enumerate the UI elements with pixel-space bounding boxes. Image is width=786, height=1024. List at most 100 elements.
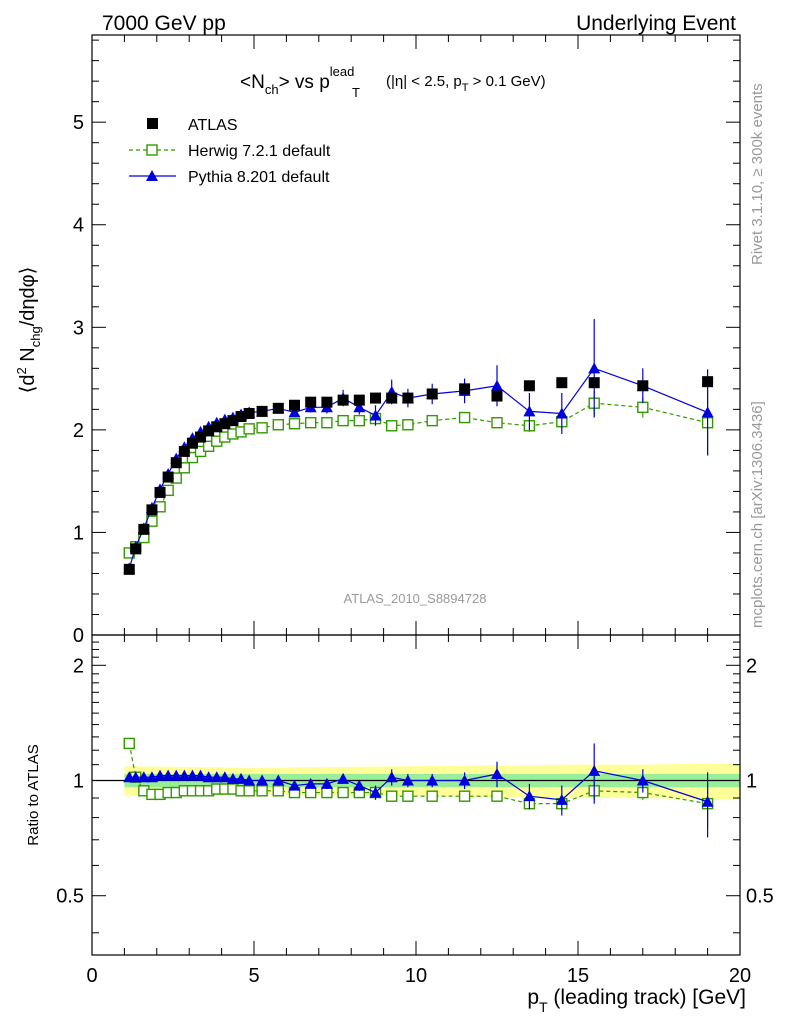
atlas-main-point: [386, 392, 398, 404]
herwig-main-point: [272, 419, 284, 431]
atlas-main-point: [337, 394, 349, 406]
pythia-ratio-point: [162, 769, 175, 781]
ratio-ytick-label-right: 0.5: [746, 886, 774, 908]
herwig-main-point: [186, 451, 199, 464]
pythia-main-point: [555, 407, 568, 419]
atlas-main-point: [637, 380, 649, 392]
herwig-main-point: [305, 416, 317, 429]
pythia-main-line: [128, 367, 708, 569]
legend-item-atlas: ATLAS: [147, 117, 238, 134]
pythia-ratio-point: [154, 769, 167, 781]
pythia-ratio-point: [272, 774, 285, 786]
atlas-main-point: [130, 543, 142, 555]
main-ytick-label: 4: [73, 215, 84, 237]
main-series: [123, 319, 714, 575]
legend-label-pythia: Pythia 8.201 default: [188, 169, 330, 186]
atlas-main-point: [702, 376, 714, 388]
pythia-ratio-point: [235, 772, 248, 784]
legend-item-pythia: Pythia 8.201 default: [129, 169, 330, 186]
main-ytick-label: 2: [73, 420, 84, 442]
atlas-main-point: [272, 402, 284, 414]
rivet-label: Rivet 3.1.10, ≥ 300k events: [749, 83, 766, 265]
header-right: Underlying Event: [576, 12, 736, 35]
x-tick-label: 15: [567, 965, 589, 987]
atlas-main-point: [402, 392, 414, 404]
atlas-main-point: [162, 471, 174, 483]
header-left: 7000 GeV pp: [102, 12, 226, 35]
atlas-main-point: [370, 392, 381, 404]
atlas-main-point: [170, 457, 182, 469]
plot-title: <Nch> vs plead: [240, 64, 354, 97]
herwig-main-point: [353, 414, 365, 427]
pythia-main-point: [491, 379, 503, 391]
x-axis-label: pT (leading track) [GeV]: [527, 986, 746, 1015]
pythia-ratio-point: [369, 786, 382, 798]
legend-marker-herwig: [146, 144, 158, 156]
x-tick-label: 5: [248, 965, 259, 987]
herwig-main-point: [637, 401, 649, 414]
atlas-main-point: [289, 399, 300, 411]
atlas-main-point: [523, 380, 535, 392]
pythia-ratio-point: [202, 771, 215, 783]
pythia-ratio-point: [288, 779, 301, 791]
pythia-ratio-point: [129, 771, 142, 783]
main-panel: 0 1 2 3 4 5 ATLAS_2010_S8894728 <Nch> vs plea…: [14, 34, 741, 647]
pythia-ratio-line: [129, 770, 708, 803]
title-mid: > vs p: [279, 72, 330, 93]
atlas-main-point: [588, 377, 600, 389]
pythia-ratio-point: [337, 772, 350, 784]
legend-marker-pythia: [146, 170, 158, 181]
ratio-panel: 0.5 0.51 12 20 5 10 15 20 Ratio to ATLAS pT (le…: [25, 634, 774, 1015]
pythia-ratio-point: [194, 769, 207, 781]
ratio-ytick-label-right: 2: [746, 655, 757, 677]
pythia-ratio-point: [701, 795, 714, 807]
herwig-main-point: [491, 416, 503, 429]
atlas-main-point: [227, 415, 239, 427]
atlas-main-point: [195, 431, 207, 443]
herwig-ratio-point: [305, 786, 317, 799]
pythia-ratio-point: [256, 774, 269, 786]
pythia-ratio-point: [226, 772, 239, 784]
main-ytick-label: 1: [73, 522, 84, 544]
x-tick-label: 10: [405, 965, 427, 987]
x-tick-label: 0: [86, 965, 97, 987]
title-cut-b: > 0.1 GeV): [469, 73, 546, 90]
pythia-main-point: [288, 406, 301, 418]
pythia-ratio-point: [458, 774, 471, 786]
main-ytick-label: 5: [73, 112, 84, 134]
xlabel-sub: T: [539, 999, 548, 1015]
legend-label-atlas: ATLAS: [188, 117, 238, 134]
atlas-main-point: [146, 504, 158, 516]
atlas-main-point: [178, 445, 190, 457]
legend-label-herwig: Herwig 7.2.1 default: [188, 143, 331, 160]
pythia-ratio-point: [523, 790, 536, 802]
pythia-ratio-point: [218, 771, 231, 783]
herwig-ratio-point: [272, 785, 284, 797]
title-prefix: <N: [240, 72, 265, 93]
atlas-main-point: [211, 421, 223, 433]
herwig-main-point: [458, 411, 471, 424]
ylabel-a: ⟨d: [17, 374, 39, 393]
pythia-main-point: [369, 409, 382, 421]
ylabel-sup: 2: [14, 367, 29, 374]
herwig-main-point: [243, 423, 255, 435]
herwig-ratio-point: [491, 790, 503, 802]
xlabel-a: p: [527, 986, 539, 1009]
pythia-ratio-point: [186, 769, 199, 781]
ratio-ytick-label-left: 2: [73, 655, 84, 677]
mcplots-label: mcplots.cern.ch [arXiv:1306.3436]: [749, 401, 766, 628]
ylabel-b: N: [17, 347, 39, 367]
pythia-ratio-point: [137, 771, 150, 783]
xlabel-b: (leading track) [GeV]: [548, 986, 746, 1009]
pythia-ratio-point: [320, 777, 333, 789]
pythia-ratio-point: [636, 774, 649, 786]
ratio-ytick-label-left: 1: [73, 771, 84, 793]
atlas-main-point: [138, 523, 150, 535]
herwig-ratio-point: [458, 790, 471, 802]
herwig-ratio-point: [337, 786, 349, 799]
legend: ATLAS Herwig 7.2.1 default Pythia 8.201 …: [129, 117, 331, 186]
main-ylabel: ⟨d2 Nchg/dηdφ⟩: [14, 267, 43, 394]
main-axes: 0 1 2 3 4 5: [73, 35, 741, 647]
herwig-main-point: [402, 419, 414, 431]
herwig-ratio-point: [256, 785, 268, 797]
